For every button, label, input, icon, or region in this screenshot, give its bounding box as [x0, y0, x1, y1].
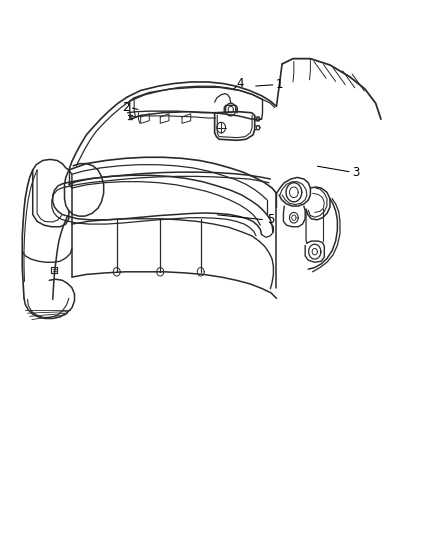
- Text: 1: 1: [276, 78, 283, 91]
- Text: 4: 4: [236, 77, 244, 90]
- Text: 2: 2: [122, 101, 129, 114]
- Text: 5: 5: [267, 213, 274, 227]
- Text: 3: 3: [353, 166, 360, 179]
